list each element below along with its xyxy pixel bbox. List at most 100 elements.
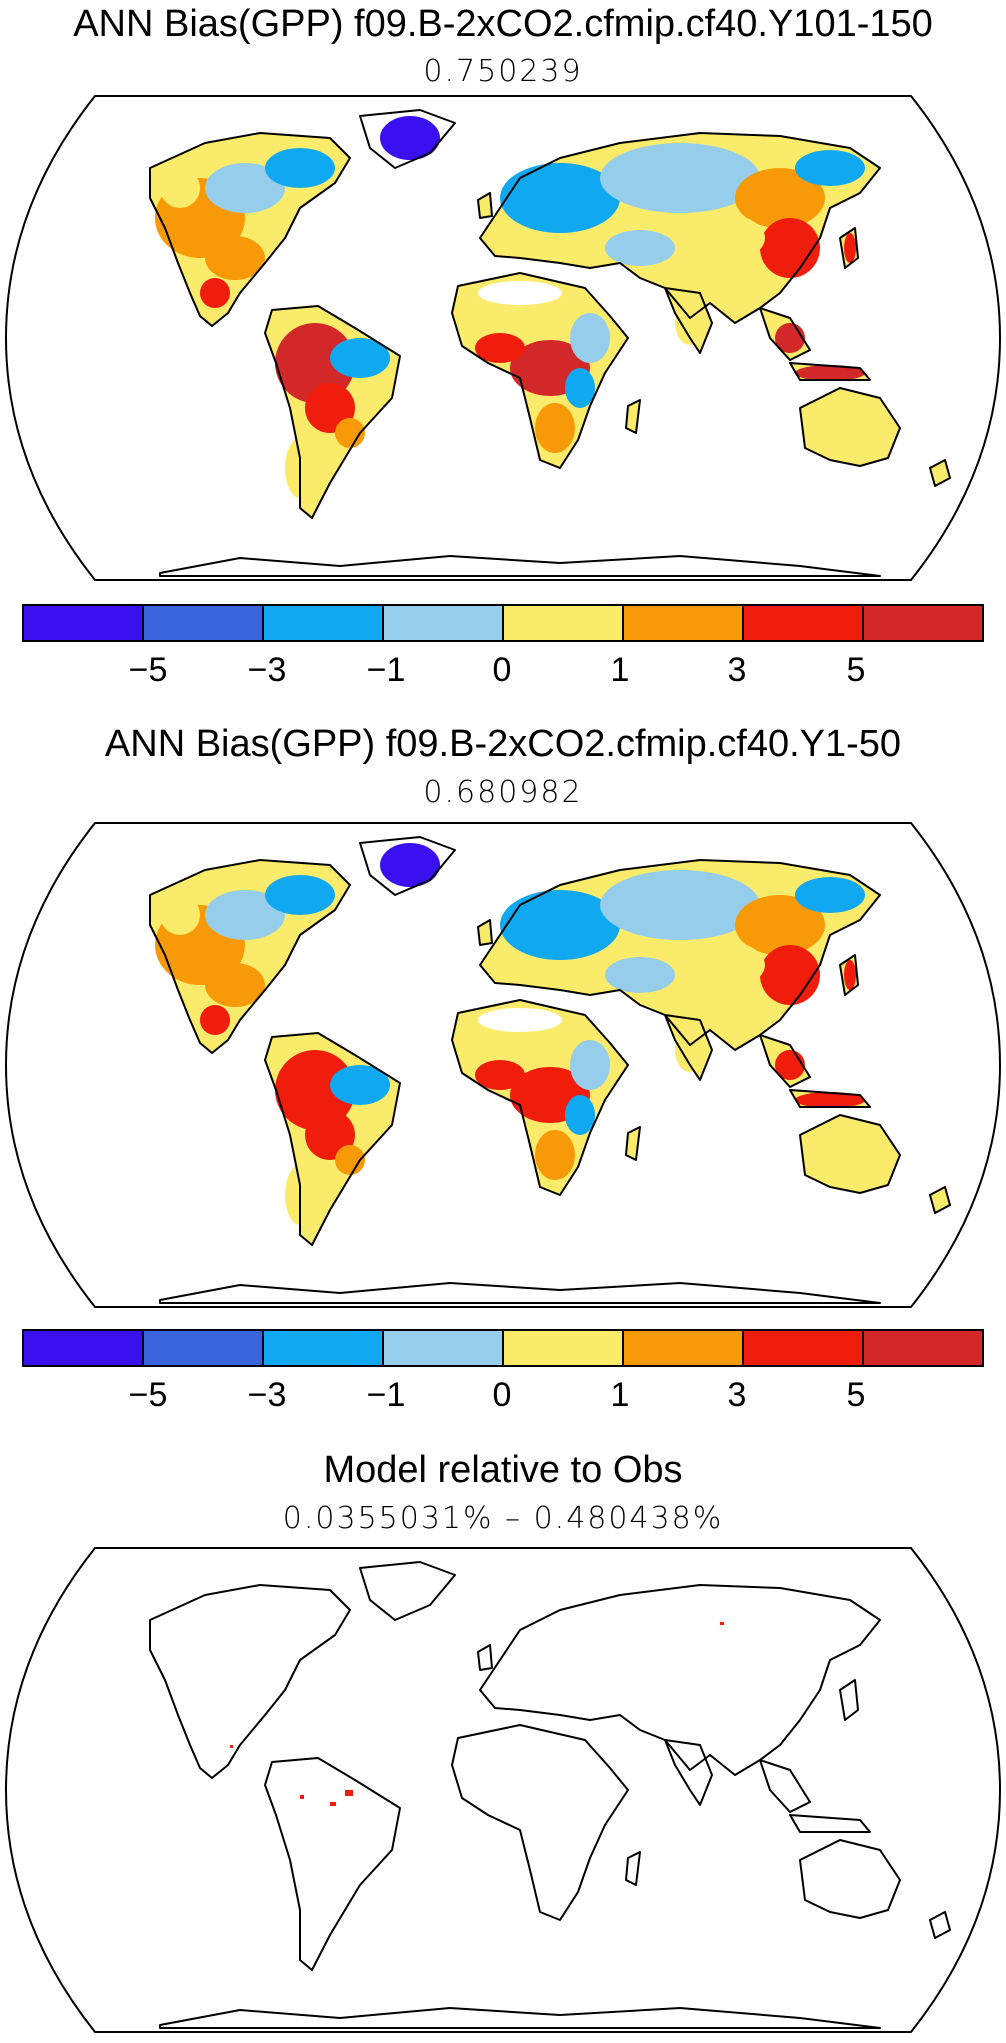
colorbar-tick-label: −5 xyxy=(128,651,168,689)
bias-cell-north-america xyxy=(160,168,200,208)
bias-cell-eurasia xyxy=(795,150,865,186)
coastline-eurasia xyxy=(479,132,881,324)
bias-cell-eurasia xyxy=(675,213,765,263)
relative-cell xyxy=(345,1790,353,1796)
colorbar-1 xyxy=(22,604,984,642)
colorbar-tick-label: 3 xyxy=(727,651,747,689)
bias-cell-eurasia xyxy=(795,877,865,913)
land-nz xyxy=(930,460,950,486)
bias-cell-north-america xyxy=(200,278,230,308)
coastline-madagascar xyxy=(625,1851,641,1886)
bias-cell-north-america xyxy=(205,163,285,213)
colorbar-2 xyxy=(22,1329,984,1367)
coastline-nz xyxy=(929,1911,951,1939)
bias-cell-africa xyxy=(478,281,562,305)
bias-cell-south-america xyxy=(275,1050,355,1130)
bias-cell-north-america xyxy=(265,875,335,915)
colorbar-swatch xyxy=(264,606,384,640)
coastline-australia xyxy=(799,1839,901,1919)
panel-1-subtitle: 0.750239 xyxy=(423,54,583,89)
panel-3-subtitle: 0.0355031% – 0.480438% xyxy=(282,1501,724,1536)
colorbar-tick-label: 5 xyxy=(846,651,866,689)
bias-cell-north-america xyxy=(200,1005,230,1035)
coastline-india xyxy=(664,1014,713,1081)
coastline-japan xyxy=(839,1679,859,1721)
coastline-japan xyxy=(839,954,859,996)
colorbar-swatch xyxy=(744,606,864,640)
coastline-southAmerica xyxy=(264,1757,401,1971)
coastline-northAmerica xyxy=(149,132,351,327)
bias-cell-africa xyxy=(570,313,610,363)
coastline-nz xyxy=(929,1186,951,1214)
colorbar-tick-label: 3 xyxy=(727,1376,747,1414)
bias-cell-eurasia xyxy=(605,230,675,266)
colorbar-swatch xyxy=(144,606,264,640)
coastline-indonesia xyxy=(789,1089,871,1108)
bias-cell-north-america xyxy=(265,148,335,188)
panel-1-title: ANN Bias(GPP) f09.B-2xCO2.cfmip.cf40.Y10… xyxy=(73,3,933,45)
coastline-antarctica xyxy=(159,1282,881,1304)
colorbar-tick-label: −3 xyxy=(247,651,287,689)
bias-cell-eurasia xyxy=(605,957,675,993)
coastline-greenland xyxy=(359,836,456,896)
coastline-uk xyxy=(477,192,493,219)
coastline-india xyxy=(664,1739,713,1806)
bias-cell-south-america xyxy=(275,323,355,403)
coastline-africa xyxy=(451,272,629,469)
colorbar-tick-label: −3 xyxy=(247,1376,287,1414)
colorbar-swatch xyxy=(504,606,624,640)
bias-cell-eurasia xyxy=(735,168,825,228)
relative-cell xyxy=(720,1622,724,1625)
bias-cell-africa xyxy=(535,403,575,453)
coastline-madagascar xyxy=(625,399,641,434)
colorbar-tick-label: −1 xyxy=(366,651,406,689)
bias-cell-north-america xyxy=(205,236,265,280)
coastline-eurasia xyxy=(479,1584,881,1776)
map-frame xyxy=(5,1547,1001,2033)
bias-cell-eurasia xyxy=(675,940,765,990)
bias-cell-eurasia xyxy=(600,143,760,213)
coastline-eurasia xyxy=(479,859,881,1051)
coastline-indonesia xyxy=(789,1814,871,1833)
colorbar-tick-label: 0 xyxy=(492,1376,512,1414)
coastline-australia xyxy=(799,1114,901,1194)
colorbar-swatch xyxy=(144,1331,264,1365)
colorbar-swatch xyxy=(264,1331,384,1365)
colorbar-tick-label: −5 xyxy=(128,1376,168,1414)
colorbar-swatch xyxy=(384,1331,504,1365)
coastline-australia xyxy=(799,387,901,467)
bias-cell-eurasia xyxy=(735,895,825,955)
bias-cell-eurasia xyxy=(500,163,620,233)
bias-cell-greenland xyxy=(380,116,440,160)
land-uk xyxy=(478,920,492,945)
bias-cell-indonesia xyxy=(795,365,865,381)
colorbar-2-ticks: −5 −3 −1 0 1 3 5 xyxy=(0,1375,1006,1419)
colorbar-swatch xyxy=(864,606,982,640)
colorbar-tick-label: 1 xyxy=(610,651,630,689)
coastline-uk xyxy=(477,1644,493,1671)
land-uk xyxy=(478,193,492,218)
coastline-southAmerica xyxy=(264,305,401,519)
bias-cell-japan xyxy=(844,960,856,990)
map-panel-1 xyxy=(5,95,1001,581)
coastline-seAsia xyxy=(759,307,811,361)
bias-cell-eurasia xyxy=(760,218,820,278)
colorbar-swatch xyxy=(504,1331,624,1365)
bias-cell-south-america xyxy=(330,338,390,378)
coastline-greenland xyxy=(359,109,456,169)
coastline-india xyxy=(664,287,713,354)
bias-cell-africa xyxy=(478,1008,562,1032)
coastline-japan xyxy=(839,227,859,269)
bias-cell-eurasia xyxy=(500,890,620,960)
colorbar-swatch xyxy=(624,1331,744,1365)
colorbar-tick-label: 0 xyxy=(492,651,512,689)
coastline-southAmerica xyxy=(264,1032,401,1246)
coastline-madagascar xyxy=(625,1126,641,1161)
coastline-africa xyxy=(451,1724,629,1921)
coastline-antarctica xyxy=(159,555,881,577)
bias-cell-south-america xyxy=(335,1145,365,1175)
colorbar-swatch xyxy=(384,606,504,640)
bias-cell-africa xyxy=(475,333,525,363)
bias-cell-greenland xyxy=(380,843,440,887)
colorbar-tick-label: 1 xyxy=(610,1376,630,1414)
